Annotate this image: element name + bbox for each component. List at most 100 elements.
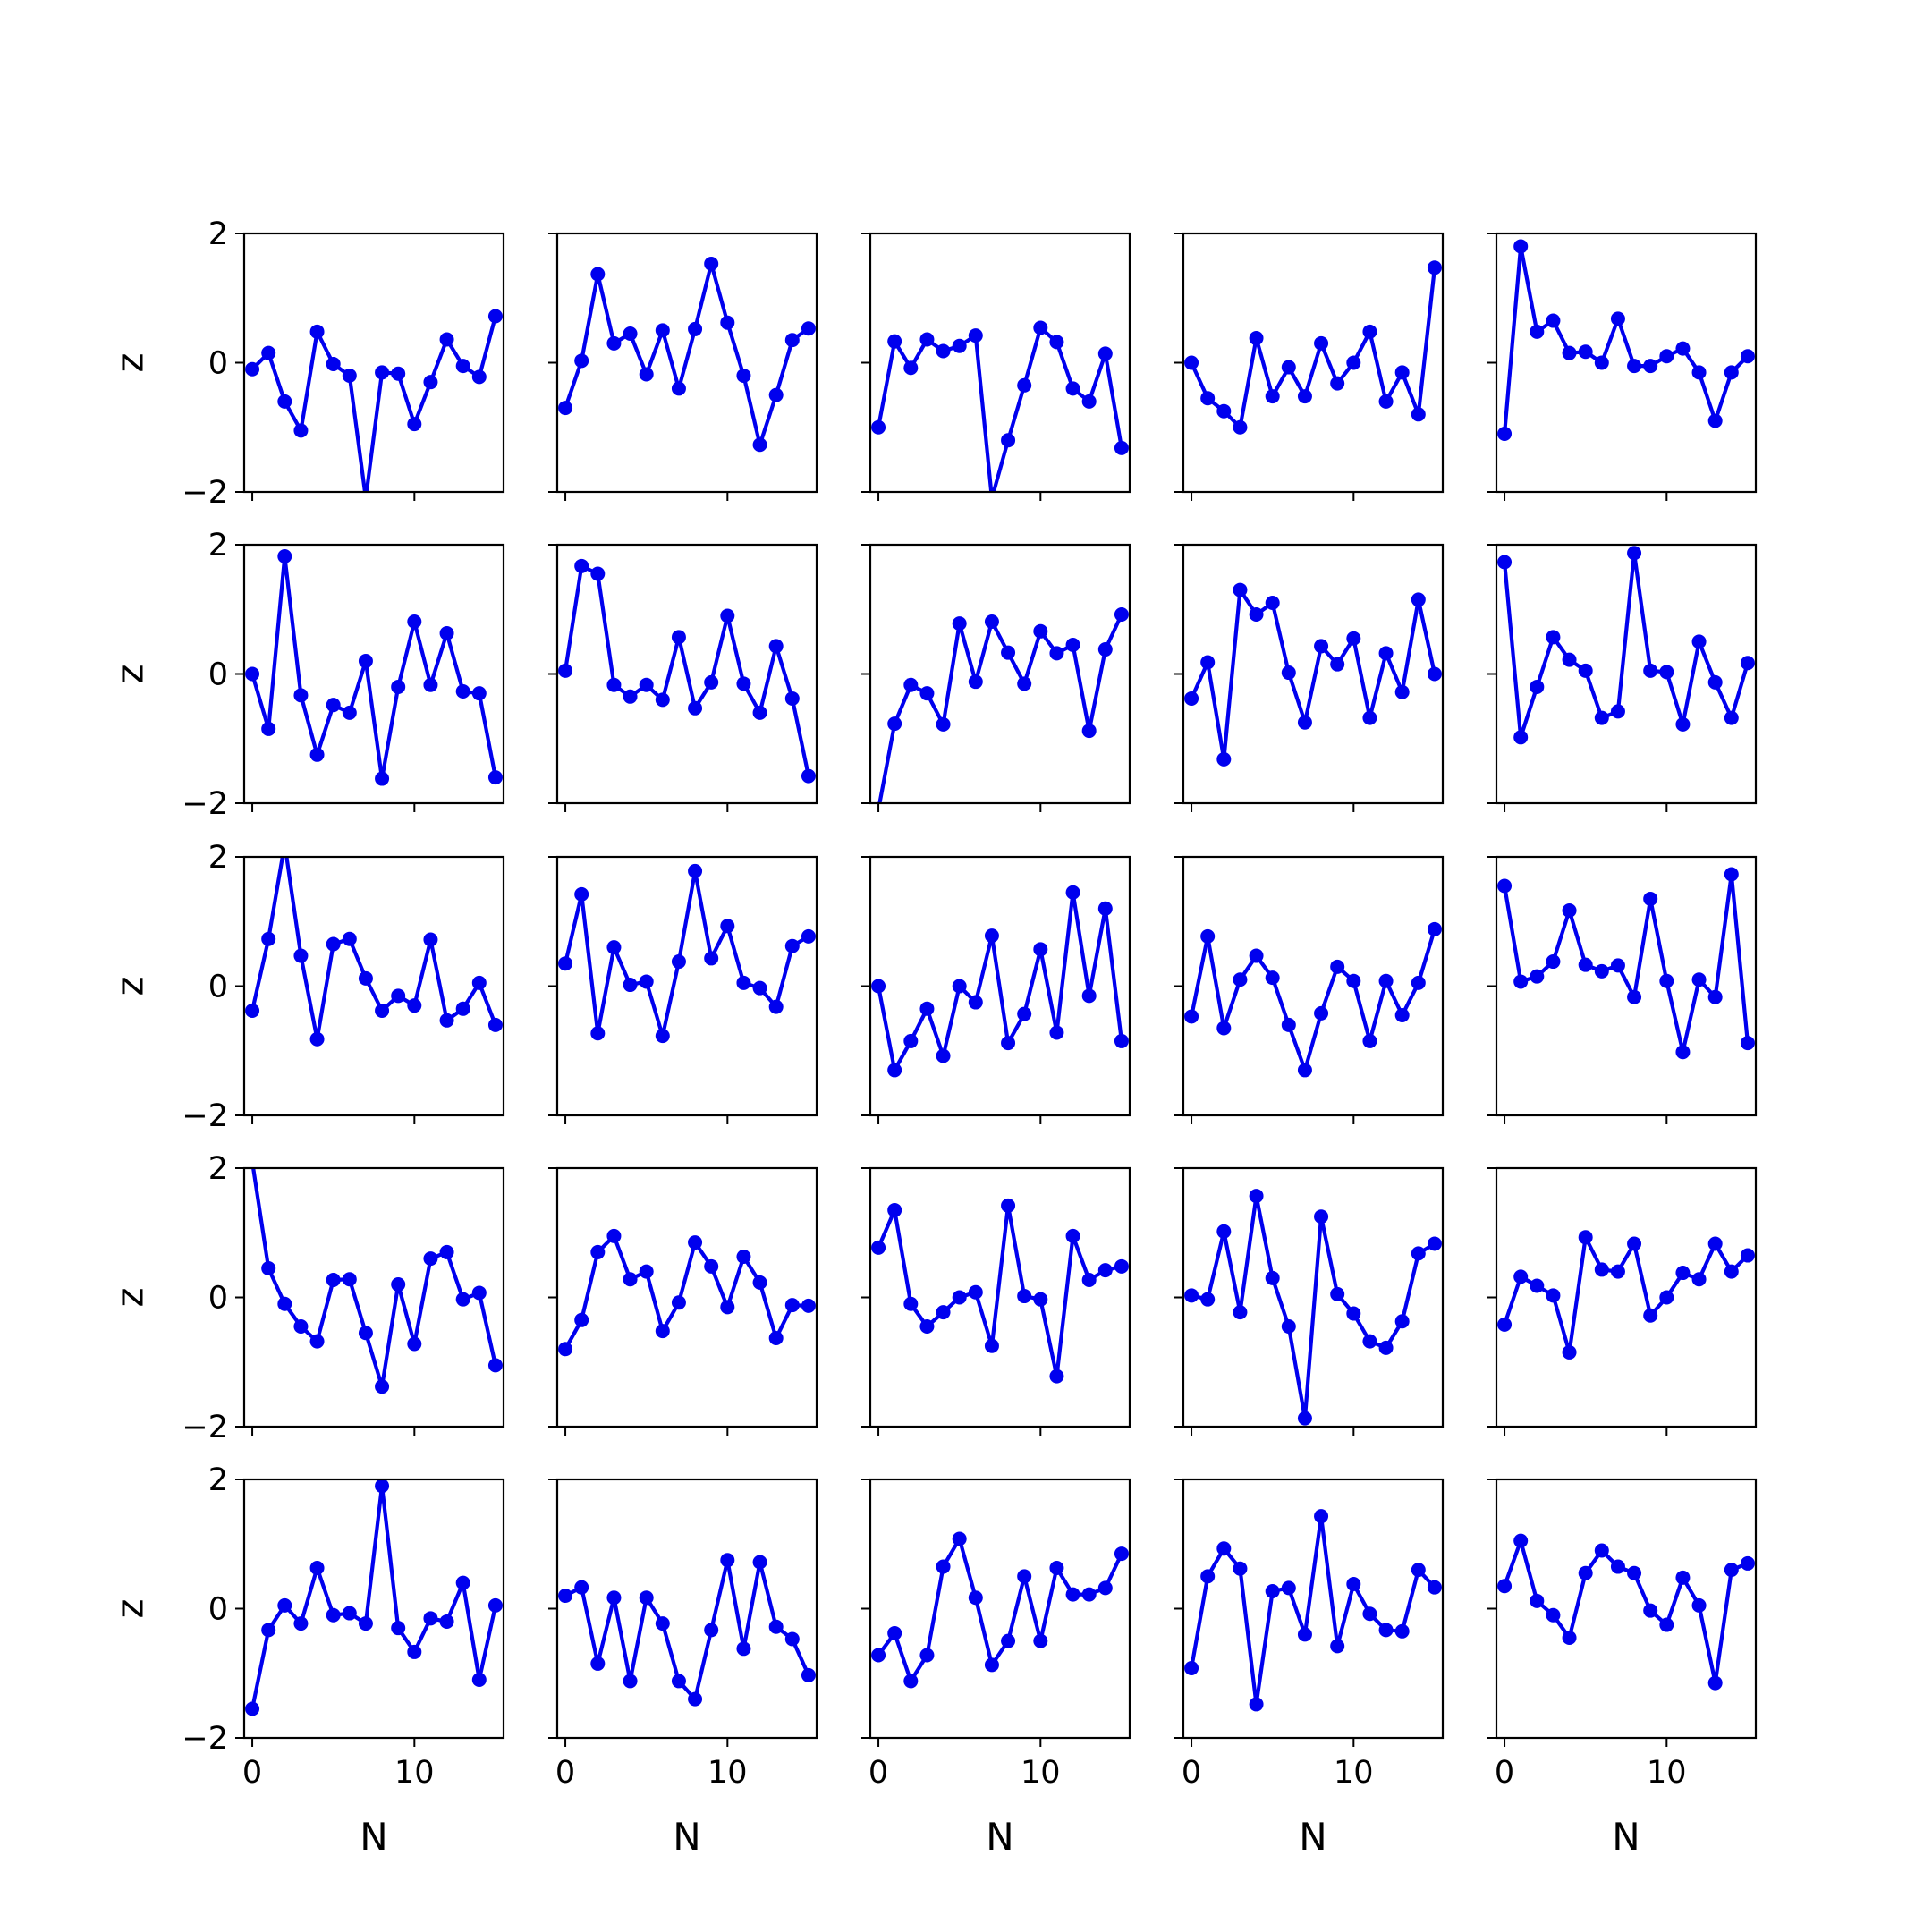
data-point bbox=[720, 608, 735, 623]
data-point bbox=[1049, 1560, 1064, 1575]
data-point bbox=[1065, 381, 1080, 396]
data-point bbox=[768, 1619, 784, 1634]
series-group bbox=[245, 1479, 503, 1716]
series-line bbox=[564, 869, 810, 1038]
data-point bbox=[936, 1559, 951, 1574]
data-point bbox=[887, 716, 902, 732]
data-point bbox=[655, 1029, 670, 1044]
series-line bbox=[564, 1233, 809, 1351]
data-point bbox=[326, 1607, 341, 1623]
data-point bbox=[1330, 1286, 1345, 1301]
data-point bbox=[1216, 1224, 1232, 1239]
data-point bbox=[245, 666, 260, 682]
data-point bbox=[1562, 652, 1577, 667]
data-point bbox=[1314, 1209, 1329, 1224]
data-point bbox=[1017, 1289, 1032, 1304]
data-point bbox=[245, 1701, 260, 1716]
x-tick-label: 10 bbox=[1021, 1755, 1061, 1791]
series-line bbox=[1190, 928, 1436, 1072]
data-point bbox=[1297, 389, 1312, 404]
data-point bbox=[720, 919, 735, 934]
data-point bbox=[1562, 1631, 1577, 1646]
data-point bbox=[1497, 426, 1513, 441]
data-point bbox=[1691, 634, 1707, 649]
series-line bbox=[1189, 1514, 1436, 1707]
data-point bbox=[342, 368, 357, 383]
data-point bbox=[1216, 403, 1232, 419]
data-point bbox=[984, 614, 999, 629]
data-point bbox=[1724, 1264, 1739, 1279]
data-point bbox=[639, 974, 654, 989]
data-point bbox=[590, 267, 606, 282]
data-point bbox=[1394, 1623, 1410, 1639]
y-axis-label: z bbox=[108, 976, 152, 996]
x-tick-label: 0 bbox=[1495, 1755, 1514, 1791]
data-point bbox=[688, 700, 703, 716]
data-point bbox=[1314, 1005, 1329, 1021]
data-point bbox=[277, 394, 292, 409]
data-point bbox=[1530, 1593, 1545, 1608]
data-point bbox=[342, 1606, 357, 1621]
data-point bbox=[1740, 1248, 1755, 1263]
data-point bbox=[1200, 928, 1216, 944]
data-point bbox=[1097, 901, 1113, 916]
data-point bbox=[919, 686, 935, 701]
data-point bbox=[574, 886, 589, 902]
data-point bbox=[375, 1003, 390, 1018]
data-point bbox=[1362, 324, 1377, 339]
data-point bbox=[1562, 1344, 1577, 1360]
series-line bbox=[1503, 1538, 1749, 1685]
y-tick-label: −2 bbox=[182, 1098, 228, 1134]
data-point bbox=[590, 566, 606, 581]
data-point bbox=[606, 1228, 622, 1243]
y-tick-label: −2 bbox=[182, 1410, 228, 1445]
data-point bbox=[1707, 413, 1723, 428]
data-point bbox=[1707, 1675, 1723, 1690]
x-tick-label: 10 bbox=[1647, 1755, 1687, 1791]
data-point bbox=[1233, 972, 1248, 987]
series-group bbox=[871, 1531, 1129, 1689]
data-point bbox=[1691, 972, 1707, 987]
data-point bbox=[1562, 902, 1577, 918]
data-point bbox=[1330, 1639, 1345, 1654]
data-point bbox=[439, 332, 454, 347]
data-point bbox=[736, 368, 751, 383]
data-point bbox=[623, 1272, 638, 1287]
data-point bbox=[903, 1296, 919, 1311]
data-point bbox=[871, 1648, 886, 1663]
data-point bbox=[606, 1590, 622, 1606]
data-point bbox=[455, 1001, 470, 1016]
data-point bbox=[558, 956, 573, 971]
data-point bbox=[391, 1277, 406, 1292]
x-tick-label: 10 bbox=[1334, 1755, 1374, 1791]
data-point bbox=[1546, 630, 1561, 645]
series-group bbox=[875, 607, 1129, 803]
data-point bbox=[1216, 1541, 1232, 1556]
data-point bbox=[606, 677, 622, 692]
data-point bbox=[1610, 1264, 1625, 1279]
data-point bbox=[558, 401, 573, 416]
data-point bbox=[1081, 1272, 1097, 1287]
data-point bbox=[342, 931, 357, 946]
y-tick-label: 0 bbox=[208, 346, 228, 382]
series-group bbox=[1497, 546, 1755, 745]
y-axis-label: z bbox=[108, 1598, 152, 1618]
data-point bbox=[1017, 676, 1032, 691]
data-point bbox=[455, 684, 470, 699]
data-point bbox=[1297, 1627, 1312, 1642]
data-point bbox=[736, 1641, 751, 1657]
data-point bbox=[1249, 1189, 1264, 1204]
x-axis-label: N bbox=[1299, 1815, 1326, 1859]
data-point bbox=[590, 1026, 606, 1041]
data-point bbox=[471, 686, 487, 701]
subplot-r5-c3: 0 10N bbox=[861, 1478, 1131, 1859]
data-point bbox=[1627, 546, 1642, 561]
data-point bbox=[1513, 1269, 1529, 1284]
data-point bbox=[1394, 1008, 1410, 1023]
data-point bbox=[309, 1031, 325, 1046]
data-point bbox=[293, 948, 309, 963]
data-point bbox=[1001, 1633, 1016, 1648]
data-point bbox=[407, 417, 422, 432]
y-axis-label: z bbox=[108, 1287, 152, 1307]
